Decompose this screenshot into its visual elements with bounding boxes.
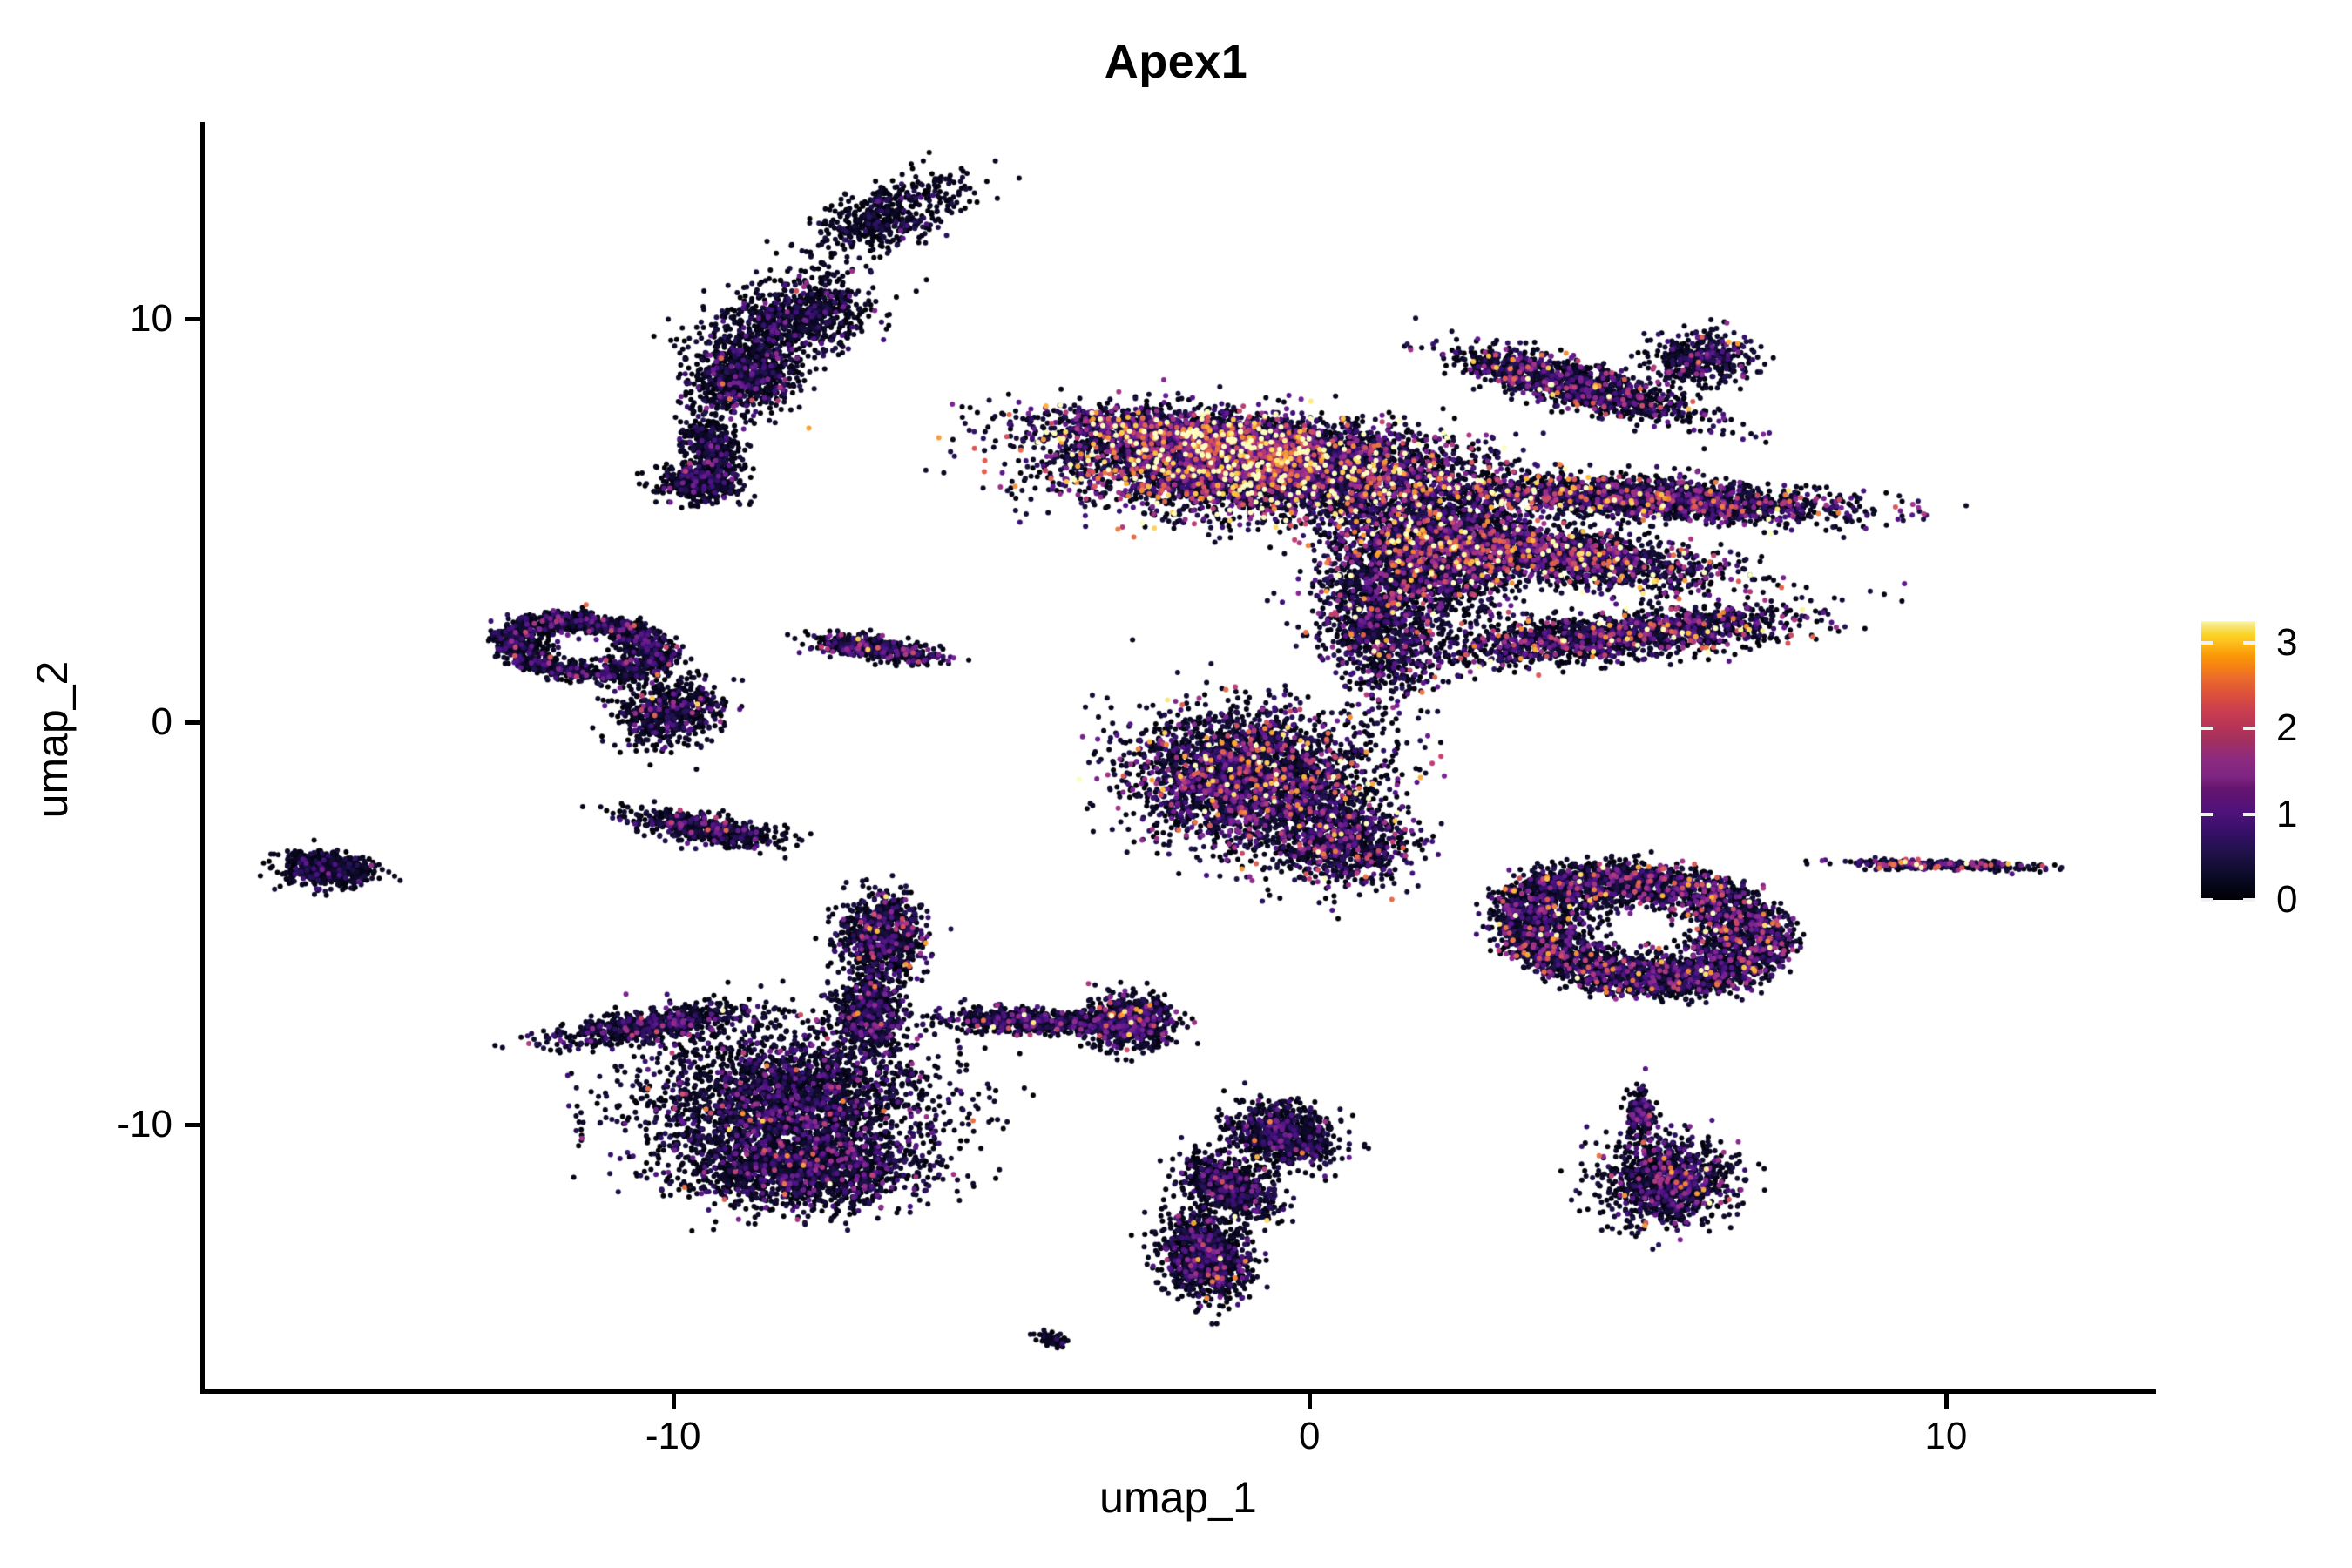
y-tick-mark — [185, 317, 200, 322]
x-tick-mark — [1308, 1394, 1313, 1409]
scatter-plot-canvas — [202, 122, 2156, 1390]
colorbar-gradient — [2201, 621, 2255, 900]
x-tick-mark — [1943, 1394, 1949, 1409]
y-tick-mark — [185, 720, 200, 725]
x-tick-label: -10 — [645, 1415, 701, 1457]
y-axis-title: umap_2 — [28, 660, 77, 819]
colorbar-tick-mark — [2201, 898, 2213, 902]
y-tick-label: 0 — [151, 700, 172, 743]
colorbar-tick-label: 3 — [2276, 620, 2298, 664]
colorbar-tick-mark — [2201, 640, 2213, 645]
y-axis-line — [200, 122, 205, 1394]
x-axis-line — [200, 1389, 2156, 1394]
x-tick-label: 0 — [1299, 1415, 1321, 1457]
y-tick-label: -10 — [117, 1102, 172, 1146]
colorbar-tick-mark — [2243, 898, 2255, 902]
colorbar-tick-mark — [2201, 727, 2213, 731]
colorbar-tick-label: 0 — [2276, 878, 2298, 921]
x-tick-mark — [671, 1394, 676, 1409]
y-tick-mark — [185, 1122, 200, 1127]
colorbar-tick-mark — [2201, 812, 2213, 816]
page-title: Apex1 — [1104, 36, 1248, 88]
colorbar-tick-mark — [2243, 640, 2255, 645]
colorbar-tick-mark — [2243, 727, 2255, 731]
colorbar-tick-label: 2 — [2276, 706, 2298, 750]
x-tick-label: 10 — [1924, 1415, 1968, 1457]
colorbar-tick-label: 1 — [2276, 792, 2298, 835]
colorbar-tick-mark — [2243, 812, 2255, 816]
x-axis-title: umap_1 — [1099, 1473, 1257, 1522]
y-tick-label: 10 — [130, 297, 172, 341]
